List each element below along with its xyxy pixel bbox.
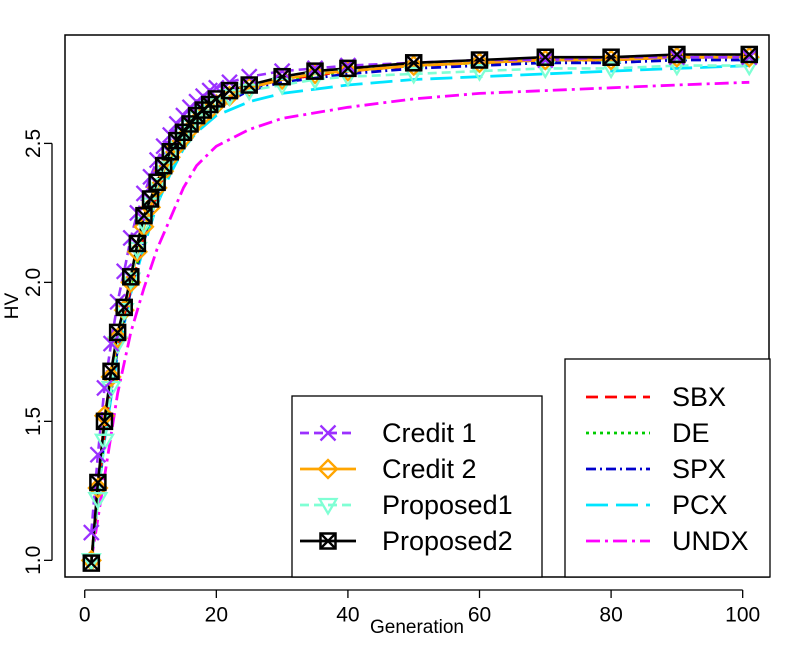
series-line-undx	[89, 80, 750, 561]
data-point-proposed2	[148, 173, 166, 192]
x-tick-label: 40	[336, 603, 359, 626]
legend-label-de: DE	[672, 418, 710, 448]
data-point-proposed2	[240, 76, 258, 94]
data-point-proposed2	[668, 45, 686, 64]
data-point-proposed2	[89, 473, 107, 492]
legend-operators-proposed: Credit 1 Credit 2 Proposed1 Proposed2	[291, 395, 543, 578]
y-tick-label: 2.0	[22, 268, 45, 297]
data-point-proposed1	[304, 72, 326, 91]
series-markers	[80, 45, 760, 572]
data-point-proposed2	[306, 62, 324, 80]
data-point-credit1	[89, 446, 107, 464]
legend-label-credit1: Credit 1	[382, 418, 477, 448]
x-tick-label: 60	[468, 603, 491, 626]
y-tick-label: 1.0	[22, 546, 45, 575]
data-point-credit2	[600, 49, 622, 71]
legend-label-credit2: Credit 2	[382, 454, 477, 484]
legend-label-proposed1: Proposed1	[382, 490, 513, 520]
data-point-credit2	[468, 52, 491, 74]
y-axis-title: HV	[2, 292, 23, 319]
data-point-proposed2	[404, 54, 423, 72]
data-point-proposed1	[80, 553, 102, 572]
x-tick-label: 20	[205, 603, 228, 626]
legend-marker-credit1	[319, 424, 337, 442]
y-tick-label: 1.5	[22, 407, 45, 436]
series-line-pcx	[89, 64, 750, 561]
x-axis-title: Generation	[370, 617, 464, 638]
data-point-proposed2	[141, 190, 160, 208]
y-axis: 1.0 1.5 2.0 2.5	[22, 129, 53, 575]
data-point-proposed2	[122, 268, 140, 286]
x-tick-label: 80	[599, 603, 622, 626]
data-point-credit2	[738, 46, 760, 68]
data-point-credit1	[83, 524, 100, 541]
legend-label-pcx: PCX	[672, 490, 728, 520]
data-point-proposed2	[536, 48, 555, 66]
data-point-proposed1	[93, 433, 115, 452]
data-point-proposed1	[403, 66, 425, 85]
data-point-proposed1	[337, 69, 359, 88]
data-point-proposed1	[534, 61, 556, 80]
legend-operators-baseline: SBX DE SPX PCX UNDX	[564, 358, 771, 578]
data-point-proposed2	[115, 298, 133, 317]
data-point-proposed2	[135, 206, 153, 225]
data-point-proposed2	[339, 59, 357, 78]
data-point-credit1	[102, 335, 120, 352]
data-point-credit2	[403, 54, 425, 77]
legend-marker-credit2	[317, 458, 339, 480]
data-point-credit2	[87, 477, 109, 499]
legend-label-undx: UNDX	[672, 526, 749, 556]
data-point-proposed1	[600, 61, 622, 80]
data-point-proposed2	[273, 67, 291, 86]
data-point-credit2	[337, 60, 359, 82]
data-point-proposed2	[102, 362, 120, 381]
data-point-proposed1	[738, 58, 760, 77]
y-tick-label: 2.5	[22, 129, 45, 158]
data-point-proposed2	[602, 48, 620, 66]
data-point-proposed1	[271, 77, 293, 96]
legend-label-spx: SPX	[672, 454, 726, 484]
data-point-credit1	[96, 379, 113, 397]
legend-label-sbx: SBX	[672, 382, 726, 412]
legend-label-proposed2: Proposed2	[382, 526, 513, 556]
data-point-proposed1	[468, 63, 491, 82]
data-point-proposed2	[108, 323, 127, 342]
x-tick-label: 100	[725, 603, 760, 626]
legend-marker-proposed1	[317, 497, 339, 516]
legend-marker-proposed2	[319, 532, 337, 550]
data-point-credit1	[273, 62, 291, 80]
x-tick-label: 0	[79, 603, 91, 626]
data-point-proposed2	[220, 81, 239, 100]
x-axis: 0 20 40 60 80 100	[79, 589, 760, 626]
data-point-proposed2	[82, 554, 101, 572]
data-point-proposed1	[666, 58, 688, 77]
data-point-credit2	[100, 366, 122, 388]
data-point-proposed1	[87, 492, 109, 510]
data-point-proposed2	[95, 412, 114, 431]
data-point-proposed2	[740, 45, 759, 64]
data-point-credit2	[534, 49, 556, 71]
data-point-credit2	[666, 46, 688, 68]
data-point-credit2	[107, 327, 129, 349]
data-point-credit2	[304, 63, 326, 85]
data-point-proposed2	[128, 234, 147, 253]
data-point-proposed2	[470, 51, 489, 69]
